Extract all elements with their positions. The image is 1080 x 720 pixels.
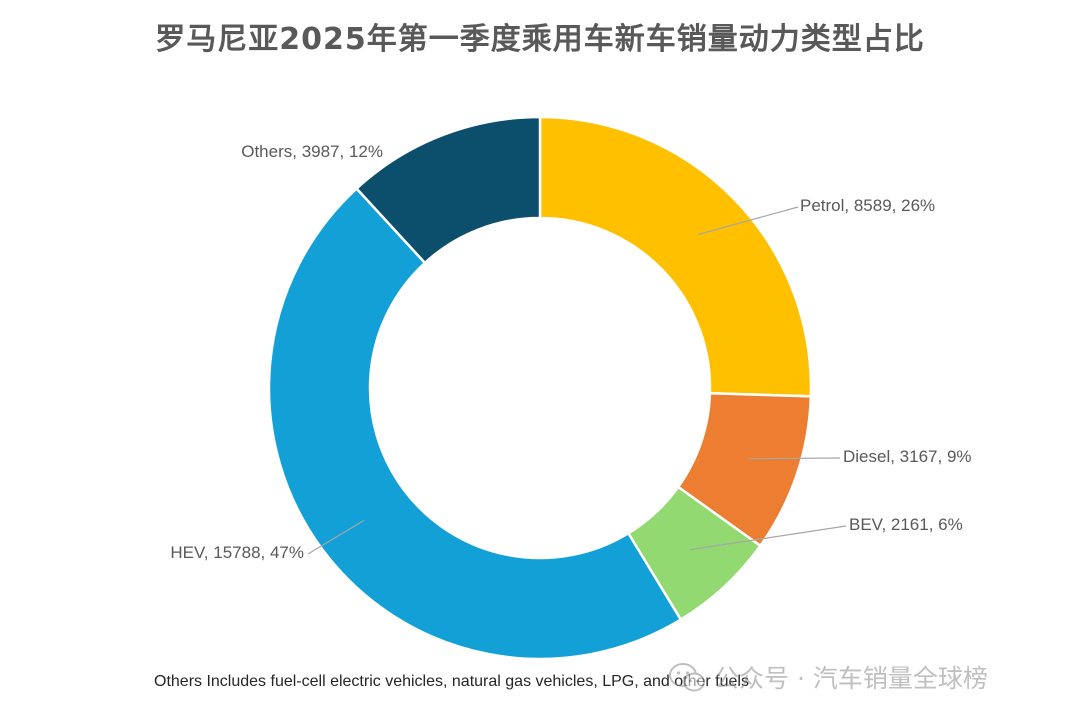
leader-line-hev bbox=[307, 520, 365, 555]
slice-others bbox=[354, 115, 542, 265]
slice-hev bbox=[267, 186, 683, 661]
watermark-text: 公众号 · 汽车销量全球榜 bbox=[714, 664, 988, 693]
chart-title: 罗马尼亚2025年第一季度乘用车新车销量动力类型占比 bbox=[155, 22, 925, 57]
data-label-petrol: Petrol, 8589, 26% bbox=[800, 196, 935, 215]
data-label-diesel: Diesel, 3167, 9% bbox=[843, 447, 972, 466]
data-label-hev: HEV, 15788, 47% bbox=[170, 543, 304, 562]
leader-line-bev bbox=[689, 525, 847, 551]
watermark: 公众号 · 汽车销量全球榜 bbox=[668, 658, 988, 696]
footnote: Others Includes fuel-cell electric vehic… bbox=[154, 673, 749, 690]
data-label-others: Others, 3987, 12% bbox=[241, 142, 383, 161]
leader-line-diesel bbox=[748, 457, 841, 460]
wechat-icon bbox=[669, 663, 705, 692]
leader-line-petrol bbox=[698, 206, 799, 236]
slice-petrol bbox=[538, 115, 813, 398]
data-label-bev: BEV, 2161, 6% bbox=[849, 515, 963, 534]
